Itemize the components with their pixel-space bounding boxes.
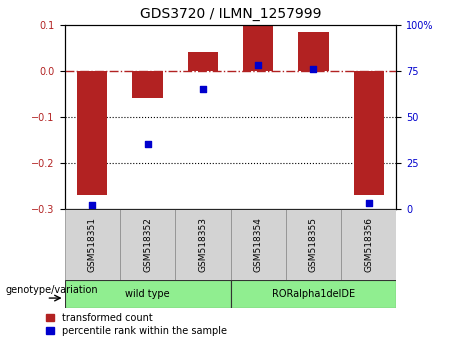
Bar bbox=[65, 280, 230, 308]
Bar bbox=[298, 32, 329, 71]
Bar bbox=[188, 52, 218, 71]
Bar bbox=[341, 209, 396, 280]
Title: GDS3720 / ILMN_1257999: GDS3720 / ILMN_1257999 bbox=[140, 7, 321, 21]
Point bbox=[254, 62, 262, 68]
Point bbox=[144, 142, 151, 147]
Text: GSM518354: GSM518354 bbox=[254, 217, 263, 272]
Text: RORalpha1delDE: RORalpha1delDE bbox=[272, 289, 355, 299]
Bar bbox=[286, 209, 341, 280]
Text: GSM518356: GSM518356 bbox=[364, 217, 373, 272]
Bar bbox=[132, 71, 163, 98]
Text: GSM518352: GSM518352 bbox=[143, 217, 152, 272]
Bar bbox=[230, 280, 396, 308]
Bar bbox=[243, 25, 273, 71]
Bar bbox=[175, 209, 230, 280]
Text: GSM518355: GSM518355 bbox=[309, 217, 318, 272]
Point bbox=[365, 200, 372, 206]
Point bbox=[89, 202, 96, 208]
Bar bbox=[77, 71, 107, 195]
Text: genotype/variation: genotype/variation bbox=[5, 285, 98, 295]
Point bbox=[310, 66, 317, 72]
Bar bbox=[120, 209, 175, 280]
Legend: transformed count, percentile rank within the sample: transformed count, percentile rank withi… bbox=[47, 313, 227, 336]
Text: GSM518351: GSM518351 bbox=[88, 217, 97, 272]
Bar bbox=[354, 71, 384, 195]
Bar bbox=[230, 209, 286, 280]
Bar bbox=[65, 209, 120, 280]
Point bbox=[199, 86, 207, 92]
Text: wild type: wild type bbox=[125, 289, 170, 299]
Text: GSM518353: GSM518353 bbox=[198, 217, 207, 272]
